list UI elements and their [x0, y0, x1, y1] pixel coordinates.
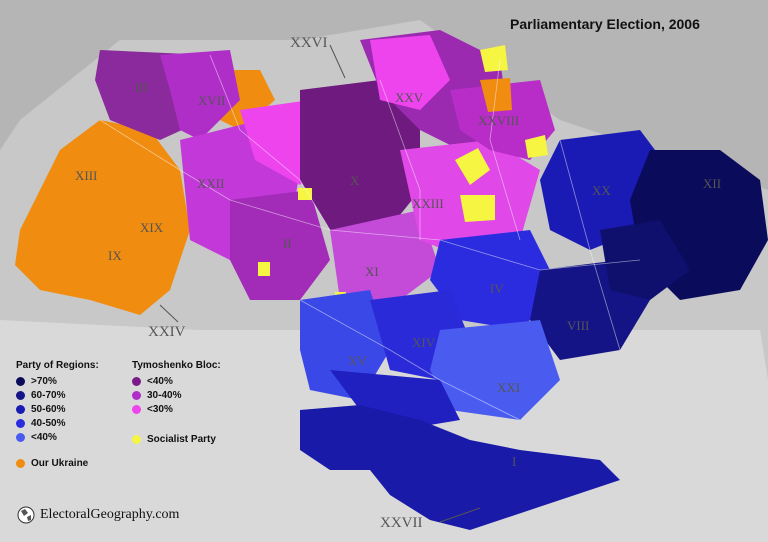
- label-XXVII: XXVII: [380, 515, 423, 531]
- swatch-icon: [16, 404, 25, 414]
- region-X: [300, 80, 420, 240]
- label-XXIV: XXIV: [148, 324, 186, 340]
- label-XXVIII: XXVIII: [478, 113, 519, 128]
- legend-item: Socialist Party: [132, 432, 221, 446]
- legend-item: 50-60%: [16, 402, 99, 416]
- label-XVII: XVII: [198, 93, 225, 108]
- label-IV: IV: [490, 281, 504, 296]
- region-IV: [430, 230, 560, 330]
- label-XIII: XIII: [75, 168, 97, 183]
- region-XV: [300, 290, 390, 400]
- legend-item: <40%: [132, 374, 221, 388]
- label-X: X: [350, 173, 360, 188]
- legend-header: Party of Regions:: [16, 360, 99, 371]
- swatch-icon: [16, 458, 25, 468]
- swatch-icon: [132, 390, 141, 400]
- globe-logo-icon: [17, 506, 35, 524]
- label-XIV: XIV: [412, 335, 436, 350]
- source-footer: ElectoralGeography.com: [16, 505, 179, 525]
- neighbor-land: [0, 0, 768, 190]
- region-west-orange: [15, 120, 190, 315]
- legend-item: >70%: [16, 374, 99, 388]
- region-labels: III XVII XXV XXVIII XIII XXII X XXIII XX…: [75, 80, 721, 469]
- outer-labels: XXVI XXIV XXVII: [148, 35, 423, 531]
- label-XV: XV: [348, 353, 367, 368]
- label-IX: IX: [108, 248, 122, 263]
- label-III: III: [135, 80, 148, 95]
- legend-item: 60-70%: [16, 388, 99, 402]
- legend-item: <30%: [132, 402, 221, 416]
- legend-item: 40-50%: [16, 416, 99, 430]
- label-XI: XI: [365, 264, 379, 279]
- label-XXI: XXI: [497, 380, 520, 395]
- label-XXIII: XXIII: [412, 196, 444, 211]
- label-XXV: XXV: [395, 90, 424, 105]
- legend-item: 30-40%: [132, 388, 221, 402]
- legend-tymoshenko-bloc: Tymoshenko Bloc: <40% 30-40% <30% Social…: [132, 360, 221, 446]
- swatch-icon: [132, 434, 141, 444]
- swatch-icon: [132, 404, 141, 414]
- swatch-icon: [16, 418, 25, 428]
- label-XII: XII: [703, 176, 721, 191]
- legend-item: Our Ukraine: [16, 456, 99, 470]
- swatch-icon: [16, 390, 25, 400]
- map-title: Parliamentary Election, 2006: [510, 16, 700, 32]
- swatch-icon: [16, 376, 25, 386]
- label-II: II: [283, 236, 292, 251]
- ukraine-regions: [15, 30, 768, 530]
- region-I: [300, 405, 620, 530]
- label-I: I: [512, 454, 516, 469]
- source-text: ElectoralGeography.com: [40, 507, 180, 522]
- legend-item: <40%: [16, 430, 99, 444]
- label-XIX: XIX: [140, 220, 164, 235]
- swatch-icon: [16, 432, 25, 442]
- legend-party-of-regions: Party of Regions: >70% 60-70% 50-60% 40-…: [16, 360, 99, 470]
- region-II: [230, 190, 330, 300]
- label-XXVI: XXVI: [290, 35, 328, 51]
- region-XXI: [430, 320, 560, 420]
- legend-header: Tymoshenko Bloc:: [132, 360, 221, 371]
- swatch-icon: [132, 376, 141, 386]
- label-XX: XX: [592, 183, 611, 198]
- label-VIII: VIII: [567, 318, 589, 333]
- label-XXII: XXII: [197, 176, 224, 191]
